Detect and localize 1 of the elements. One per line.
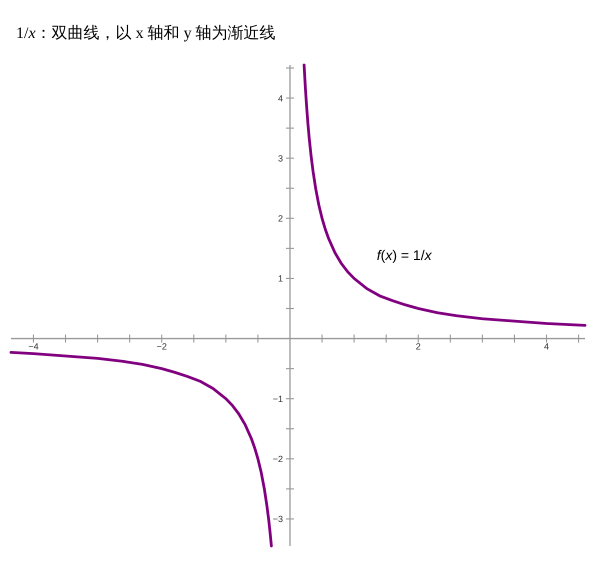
title: 1/x：双曲线，以 x 轴和 y 轴为渐近线 <box>16 25 276 42</box>
